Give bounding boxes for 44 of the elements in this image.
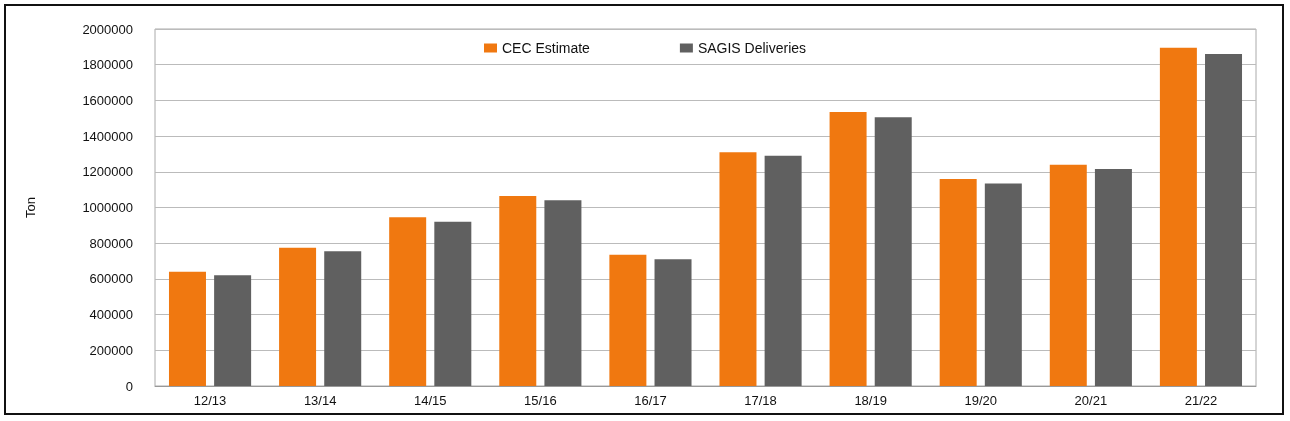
bar [1159,47,1197,386]
y-tick-label: 800000 [89,235,133,251]
x-tick-label: 16/17 [634,393,667,408]
y-tick-label: 1400000 [82,128,133,144]
bar [609,254,647,386]
x-tick-label: 20/21 [1074,393,1108,408]
bar [499,195,537,386]
x-tick-label: 14/15 [413,393,447,408]
bar [829,112,867,386]
bar [984,183,1022,386]
bar [214,275,252,386]
y-tick-label: 400000 [89,307,133,323]
bar [939,178,977,386]
y-tick-label: 2000000 [82,21,133,37]
bar [654,259,692,386]
y-tick-label: 0 [125,378,133,394]
bar [434,221,472,386]
legend-label: SAGIS Deliveries [697,40,807,56]
x-tick-label: 18/19 [854,393,887,408]
y-tick-label: 1600000 [82,92,133,108]
y-tick-label: 200000 [89,342,133,358]
y-axis-title: Ton [23,197,38,218]
y-tick-label: 1000000 [82,200,133,215]
bar [544,200,582,386]
bar [168,271,206,386]
y-tick-label: 1800000 [82,57,133,73]
x-tick-label: 17/18 [744,393,777,408]
y-tick-label: 1200000 [82,164,133,180]
x-tick-label: 19/20 [964,393,998,408]
y-tick-label: 600000 [89,271,133,287]
x-tick-label: 12/13 [193,393,227,408]
bar [389,217,427,386]
bar [324,251,362,386]
bar [1205,53,1243,386]
x-tick-label: 15/16 [524,393,557,408]
bar [764,155,802,386]
bar [874,117,912,386]
x-tick-label: 13/14 [303,393,337,408]
bar [1094,169,1132,386]
bar [719,152,757,386]
x-tick-label: 21/22 [1184,393,1218,408]
bar [1049,164,1087,386]
bar [279,247,317,386]
legend-label: CEC Estimate [501,40,591,56]
